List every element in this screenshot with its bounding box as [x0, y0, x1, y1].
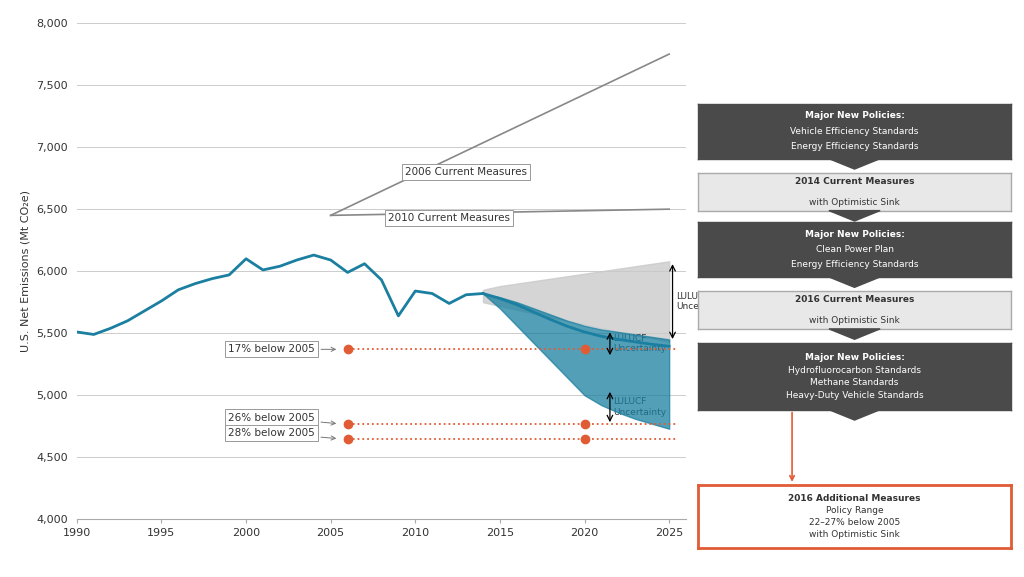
Text: Methane Standards: Methane Standards — [810, 378, 899, 387]
Text: 22–27% below 2005: 22–27% below 2005 — [809, 518, 900, 527]
Text: with Optimistic Sink: with Optimistic Sink — [809, 316, 900, 325]
Text: 2014 Current Measures: 2014 Current Measures — [795, 177, 914, 186]
Text: 2006 Current Measures: 2006 Current Measures — [406, 167, 527, 177]
Text: 17% below 2005: 17% below 2005 — [228, 344, 335, 354]
Text: Hydrofluorocarbon Standards: Hydrofluorocarbon Standards — [788, 366, 921, 375]
Text: Major New Policies:: Major New Policies: — [805, 111, 904, 121]
Text: Major New Policies:: Major New Policies: — [805, 354, 904, 362]
Text: 2010 Current Measures: 2010 Current Measures — [388, 213, 510, 223]
Text: LULUCF
Uncertainty: LULUCF Uncertainty — [613, 398, 667, 417]
Text: Clean Power Plan: Clean Power Plan — [815, 245, 894, 254]
Text: Energy Efficiency Standards: Energy Efficiency Standards — [791, 260, 919, 269]
Text: 26% below 2005: 26% below 2005 — [228, 413, 335, 425]
Text: LULUCF
Uncertainty: LULUCF Uncertainty — [613, 334, 667, 354]
Text: Heavy-Duty Vehicle Standards: Heavy-Duty Vehicle Standards — [785, 391, 924, 399]
Y-axis label: U.S. Net Emissions (Mt CO₂e): U.S. Net Emissions (Mt CO₂e) — [20, 190, 31, 352]
Text: Policy Range: Policy Range — [825, 506, 884, 515]
Text: LULUCF
Uncertainty: LULUCF Uncertainty — [676, 292, 729, 311]
Text: Energy Efficiency Standards: Energy Efficiency Standards — [791, 142, 919, 151]
Text: 2016 Current Measures: 2016 Current Measures — [795, 295, 914, 304]
Text: 2016 Additional Measures: 2016 Additional Measures — [788, 494, 921, 503]
Text: with Optimistic Sink: with Optimistic Sink — [809, 198, 900, 207]
Text: Vehicle Efficiency Standards: Vehicle Efficiency Standards — [791, 127, 919, 136]
Text: 28% below 2005: 28% below 2005 — [228, 428, 335, 440]
Text: with Optimistic Sink: with Optimistic Sink — [809, 530, 900, 539]
Text: Major New Policies:: Major New Policies: — [805, 230, 904, 239]
